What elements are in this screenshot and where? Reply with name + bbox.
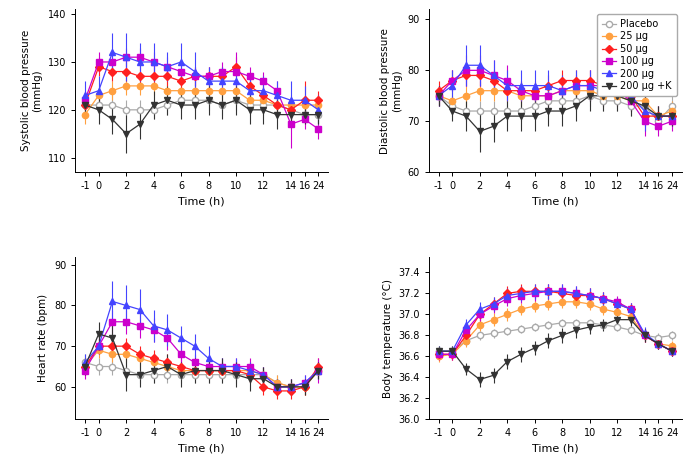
Legend: Placebo, 25 μg, 50 μg, 100 μg, 200 μg, 200 μg +K: Placebo, 25 μg, 50 μg, 100 μg, 200 μg, 2… xyxy=(597,14,677,96)
Y-axis label: Heart rate (bpm): Heart rate (bpm) xyxy=(38,294,49,382)
X-axis label: Time (h): Time (h) xyxy=(178,444,225,454)
X-axis label: Time (h): Time (h) xyxy=(532,197,579,206)
X-axis label: Time (h): Time (h) xyxy=(532,444,579,454)
Y-axis label: Diastolic blood pressure
(mmHg): Diastolic blood pressure (mmHg) xyxy=(380,28,402,154)
X-axis label: Time (h): Time (h) xyxy=(178,197,225,206)
Y-axis label: Body temperature (°C): Body temperature (°C) xyxy=(383,279,393,397)
Y-axis label: Systolic blood pressure
(mmHg): Systolic blood pressure (mmHg) xyxy=(21,30,42,151)
